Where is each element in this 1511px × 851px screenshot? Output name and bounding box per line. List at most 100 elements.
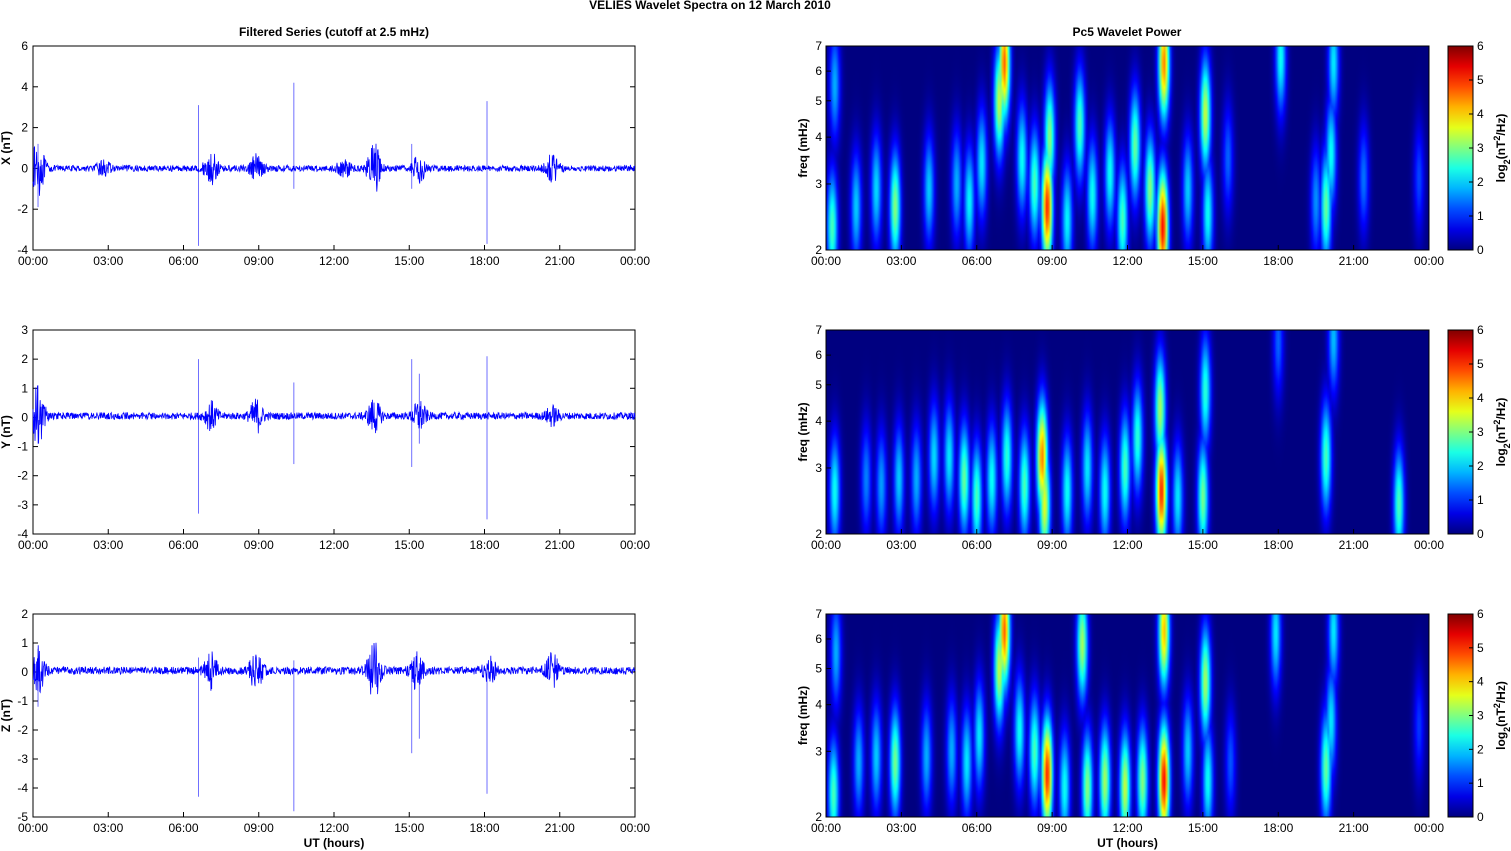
x-tick-label: 15:00 — [394, 821, 424, 835]
series-panel-z: -5 -4 -3 -2 -1 0 1 2 00:00 03:00 06:00 09:00 12:00 15… — [0, 607, 650, 850]
y-tick-label: 2 — [21, 607, 28, 621]
y-tick-label: 6 — [815, 632, 822, 646]
x-tick-label: 03:00 — [886, 254, 916, 268]
colorbar-tick-label: 6 — [1477, 323, 1484, 337]
y-tick-label: -3 — [17, 752, 28, 766]
y-tick-label: 4 — [815, 698, 822, 712]
y-tick-label: 1 — [21, 381, 28, 395]
x-tick-label: 18:00 — [1263, 254, 1293, 268]
x-tick-label: 00:00 — [18, 538, 48, 552]
x-tick-label: 18:00 — [469, 254, 499, 268]
y-tick-label: -4 — [17, 527, 28, 541]
left-column-title: Filtered Series (cutoff at 2.5 mHz) — [239, 25, 429, 39]
colorbar — [1447, 45, 1474, 251]
y-tick-label: -1 — [17, 440, 28, 454]
x-tick-label: 00:00 — [620, 821, 650, 835]
x-tick-label: 09:00 — [244, 538, 274, 552]
x-tick-label: 00:00 — [620, 254, 650, 268]
y-tick-label: -2 — [17, 469, 28, 483]
x-tick-label: 18:00 — [469, 821, 499, 835]
y-tick-label: 5 — [815, 378, 822, 392]
y-tick-label: 3 — [815, 744, 822, 758]
x-tick-label: 00:00 — [1414, 538, 1444, 552]
wavelet-panel-z: 2 3 4 5 6 7 00:00 03:00 06:00 09:00 12:00 15:00 18:0… — [796, 607, 1511, 850]
y-tick-label: 4 — [815, 414, 822, 428]
y-tick-label: 1 — [21, 636, 28, 650]
x-tick-label: 12:00 — [319, 254, 349, 268]
y-axis-label: freq (mHz) — [796, 686, 810, 745]
x-tick-label: 00:00 — [18, 821, 48, 835]
x-tick-label: 06:00 — [962, 821, 992, 835]
x-tick-label: 06:00 — [168, 538, 198, 552]
colorbar-tick-label: 0 — [1477, 527, 1484, 541]
x-tick-label: 15:00 — [394, 254, 424, 268]
colorbar-label: log2(nT2/Hz) — [1492, 398, 1511, 467]
colorbar-tick-label: 2 — [1477, 175, 1484, 189]
figure-title: VELIES Wavelet Spectra on 12 March 2010 — [589, 0, 831, 12]
colorbar-tick-label: 3 — [1477, 141, 1484, 155]
y-tick-label: 0 — [21, 410, 28, 424]
colorbar-tick-label: 5 — [1477, 357, 1484, 371]
x-tick-label: 18:00 — [1263, 821, 1293, 835]
x-tick-label: 12:00 — [1112, 538, 1142, 552]
x-tick-label: 00:00 — [1414, 821, 1444, 835]
x-tick-label: 06:00 — [168, 821, 198, 835]
right-column-title: Pc5 Wavelet Power — [1073, 25, 1182, 39]
x-tick-label: 00:00 — [18, 254, 48, 268]
x-tick-label: 09:00 — [244, 821, 274, 835]
y-axis-label: Z (nT) — [0, 699, 13, 732]
y-tick-label: -3 — [17, 498, 28, 512]
y-axis-label: Y (nT) — [0, 415, 13, 449]
y-tick-label: 6 — [815, 348, 822, 362]
y-tick-label: 6 — [21, 39, 28, 53]
plot-area — [32, 45, 636, 251]
x-tick-label: 00:00 — [620, 538, 650, 552]
y-tick-label: -4 — [17, 243, 28, 257]
y-tick-label: 3 — [815, 177, 822, 191]
wavelet-power-image — [826, 614, 1429, 817]
y-tick-label: -1 — [17, 694, 28, 708]
colorbar-label: log2(nT2/Hz) — [1492, 681, 1511, 750]
x-tick-label: 12:00 — [1112, 254, 1142, 268]
x-tick-label: 09:00 — [1037, 538, 1067, 552]
series-line — [32, 642, 636, 695]
x-tick-label: 06:00 — [962, 254, 992, 268]
x-tick-label: 15:00 — [1188, 538, 1218, 552]
colorbar-tick-label: 0 — [1477, 243, 1484, 257]
x-tick-label: 03:00 — [93, 538, 123, 552]
y-axis-label: X (nT) — [0, 131, 13, 165]
x-tick-label: 21:00 — [1339, 538, 1369, 552]
series-panel-y: -4 -3 -2 -1 0 1 2 3 00:00 03:00 06:00 09:00 12:00 15:… — [0, 323, 650, 552]
y-tick-label: -2 — [17, 723, 28, 737]
plot-area — [32, 329, 636, 535]
y-tick-label: 6 — [815, 64, 822, 78]
x-tick-label: 21:00 — [545, 538, 575, 552]
x-tick-label: 00:00 — [811, 538, 841, 552]
x-tick-label: 06:00 — [168, 254, 198, 268]
colorbar-tick-label: 4 — [1477, 391, 1484, 405]
x-tick-label: 09:00 — [1037, 254, 1067, 268]
y-axis-label: freq (mHz) — [796, 118, 810, 177]
colorbar-tick-label: 3 — [1477, 709, 1484, 723]
colorbar-tick-label: 4 — [1477, 107, 1484, 121]
x-axis-label: UT (hours) — [304, 836, 365, 850]
y-tick-label: 2 — [815, 527, 822, 541]
colorbar — [1447, 329, 1474, 535]
x-tick-label: 00:00 — [811, 254, 841, 268]
colorbar-tick-label: 1 — [1477, 209, 1484, 223]
wavelet-power-image — [826, 330, 1429, 534]
y-tick-label: 7 — [815, 39, 822, 53]
colorbar-tick-label: 4 — [1477, 675, 1484, 689]
x-tick-label: 21:00 — [545, 821, 575, 835]
x-tick-label: 12:00 — [319, 538, 349, 552]
y-tick-label: 5 — [815, 94, 822, 108]
wavelet-panel-x: 2 3 4 5 6 7 00:00 03:00 06:00 09:00 12:00 15:00 18:0… — [796, 39, 1511, 268]
colorbar-tick-label: 2 — [1477, 742, 1484, 756]
x-tick-label: 09:00 — [244, 254, 274, 268]
x-tick-label: 15:00 — [1188, 254, 1218, 268]
x-tick-label: 18:00 — [1263, 538, 1293, 552]
colorbar-tick-label: 5 — [1477, 641, 1484, 655]
plot-area — [32, 613, 636, 818]
